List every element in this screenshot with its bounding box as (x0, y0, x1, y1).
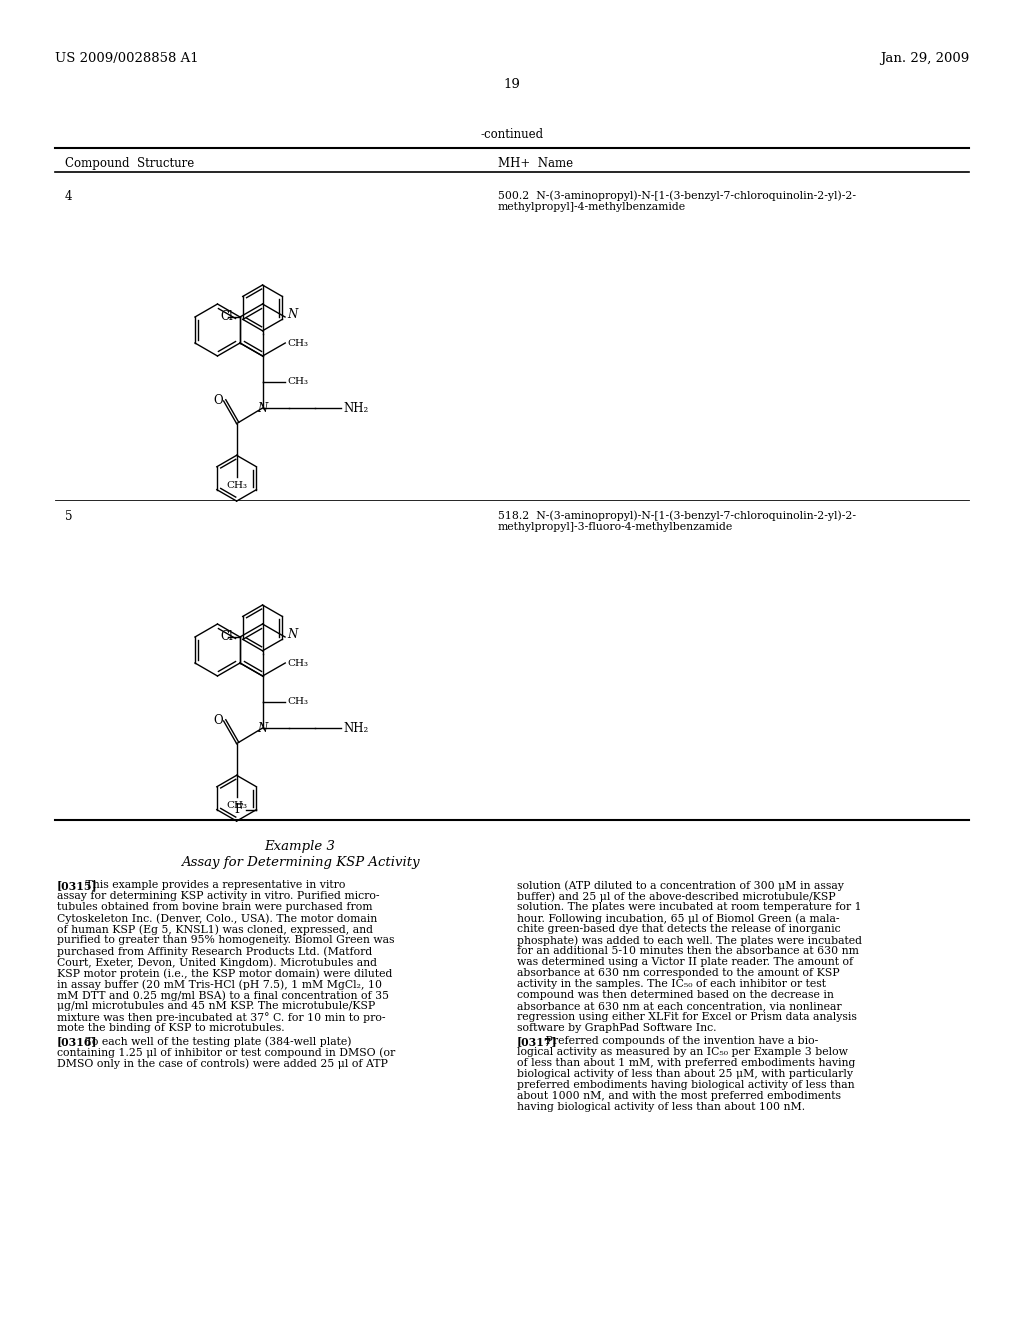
Text: solution. The plates were incubated at room temperature for 1: solution. The plates were incubated at r… (517, 902, 861, 912)
Text: To each well of the testing plate (384-well plate): To each well of the testing plate (384-w… (75, 1036, 351, 1047)
Text: hour. Following incubation, 65 μl of Biomol Green (a mala-: hour. Following incubation, 65 μl of Bio… (517, 913, 840, 924)
Text: [0315]: [0315] (57, 880, 97, 891)
Text: Preferred compounds of the invention have a bio-: Preferred compounds of the invention hav… (535, 1036, 818, 1045)
Text: Cl: Cl (220, 631, 232, 644)
Text: CH₃: CH₃ (288, 378, 308, 387)
Text: mixture was then pre-incubated at 37° C. for 10 min to pro-: mixture was then pre-incubated at 37° C.… (57, 1012, 385, 1023)
Text: phosphate) was added to each well. The plates were incubated: phosphate) was added to each well. The p… (517, 935, 862, 945)
Text: [0317]: [0317] (517, 1036, 558, 1047)
Text: for an additional 5-10 minutes then the absorbance at 630 nm: for an additional 5-10 minutes then the … (517, 946, 859, 956)
Text: -continued: -continued (480, 128, 544, 141)
Text: O: O (214, 395, 223, 408)
Text: methylpropyl]-3-fluoro-4-methylbenzamide: methylpropyl]-3-fluoro-4-methylbenzamide (498, 521, 733, 532)
Text: mM DTT and 0.25 mg/ml BSA) to a final concentration of 35: mM DTT and 0.25 mg/ml BSA) to a final co… (57, 990, 389, 1001)
Text: NH₂: NH₂ (344, 722, 369, 734)
Text: CH₃: CH₃ (288, 697, 308, 706)
Text: Example 3: Example 3 (264, 840, 336, 853)
Text: [0316]: [0316] (57, 1036, 97, 1047)
Text: purchased from Affinity Research Products Ltd. (Matford: purchased from Affinity Research Product… (57, 946, 373, 957)
Text: KSP motor protein (i.e., the KSP motor domain) were diluted: KSP motor protein (i.e., the KSP motor d… (57, 968, 392, 978)
Text: Cytoskeleton Inc. (Denver, Colo., USA). The motor domain: Cytoskeleton Inc. (Denver, Colo., USA). … (57, 913, 377, 924)
Text: tubules obtained from bovine brain were purchased from: tubules obtained from bovine brain were … (57, 902, 373, 912)
Text: CH₃: CH₃ (288, 659, 308, 668)
Text: DMSO only in the case of controls) were added 25 μl of ATP: DMSO only in the case of controls) were … (57, 1059, 388, 1069)
Text: solution (ATP diluted to a concentration of 300 μM in assay: solution (ATP diluted to a concentration… (517, 880, 844, 891)
Text: N: N (287, 309, 297, 322)
Text: in assay buffer (20 mM Tris-HCl (pH 7.5), 1 mM MgCl₂, 10: in assay buffer (20 mM Tris-HCl (pH 7.5)… (57, 979, 382, 990)
Text: having biological activity of less than about 100 nM.: having biological activity of less than … (517, 1102, 805, 1111)
Text: was determined using a Victor II plate reader. The amount of: was determined using a Victor II plate r… (517, 957, 853, 968)
Text: N: N (287, 628, 297, 642)
Text: CH₃: CH₃ (226, 482, 247, 491)
Text: assay for determining KSP activity in vitro. Purified micro-: assay for determining KSP activity in vi… (57, 891, 380, 902)
Text: 5: 5 (65, 510, 73, 523)
Text: activity in the samples. The IC₅₀ of each inhibitor or test: activity in the samples. The IC₅₀ of eac… (517, 979, 826, 989)
Text: F: F (234, 803, 243, 816)
Text: buffer) and 25 μl of the above-described microtubule/KSP: buffer) and 25 μl of the above-described… (517, 891, 836, 902)
Text: 518.2  N-(3-aminopropyl)-N-[1-(3-benzyl-7-chloroquinolin-2-yl)-2-: 518.2 N-(3-aminopropyl)-N-[1-(3-benzyl-7… (498, 510, 856, 520)
Text: about 1000 nM, and with the most preferred embodiments: about 1000 nM, and with the most preferr… (517, 1092, 841, 1101)
Text: logical activity as measured by an IC₅₀ per Example 3 below: logical activity as measured by an IC₅₀ … (517, 1047, 848, 1057)
Text: MH+  Name: MH+ Name (498, 157, 573, 170)
Text: NH₂: NH₂ (344, 401, 369, 414)
Text: N: N (257, 401, 267, 414)
Text: mote the binding of KSP to microtubules.: mote the binding of KSP to microtubules. (57, 1023, 285, 1034)
Text: Compound  Structure: Compound Structure (65, 157, 195, 170)
Text: CH₃: CH₃ (226, 801, 247, 810)
Text: Jan. 29, 2009: Jan. 29, 2009 (880, 51, 969, 65)
Text: Court, Exeter, Devon, United Kingdom). Microtubules and: Court, Exeter, Devon, United Kingdom). M… (57, 957, 377, 968)
Text: containing 1.25 μl of inhibitor or test compound in DMSO (or: containing 1.25 μl of inhibitor or test … (57, 1047, 395, 1057)
Text: 500.2  N-(3-aminopropyl)-N-[1-(3-benzyl-7-chloroquinolin-2-yl)-2-: 500.2 N-(3-aminopropyl)-N-[1-(3-benzyl-7… (498, 190, 856, 201)
Text: compound was then determined based on the decrease in: compound was then determined based on th… (517, 990, 834, 1001)
Text: of human KSP (Eg 5, KNSL1) was cloned, expressed, and: of human KSP (Eg 5, KNSL1) was cloned, e… (57, 924, 373, 935)
Text: purified to greater than 95% homogeneity. Biomol Green was: purified to greater than 95% homogeneity… (57, 935, 394, 945)
Text: of less than about 1 mM, with preferred embodiments having: of less than about 1 mM, with preferred … (517, 1059, 855, 1068)
Text: software by GraphPad Software Inc.: software by GraphPad Software Inc. (517, 1023, 717, 1034)
Text: absorbance at 630 nm corresponded to the amount of KSP: absorbance at 630 nm corresponded to the… (517, 968, 840, 978)
Text: This example provides a representative in vitro: This example provides a representative i… (75, 880, 345, 890)
Text: 4: 4 (65, 190, 73, 203)
Text: CH₃: CH₃ (288, 338, 308, 347)
Text: μg/ml microtubules and 45 nM KSP. The microtubule/KSP: μg/ml microtubules and 45 nM KSP. The mi… (57, 1001, 375, 1011)
Text: US 2009/0028858 A1: US 2009/0028858 A1 (55, 51, 199, 65)
Text: absorbance at 630 nm at each concentration, via nonlinear: absorbance at 630 nm at each concentrati… (517, 1001, 842, 1011)
Text: methylpropyl]-4-methylbenzamide: methylpropyl]-4-methylbenzamide (498, 202, 686, 213)
Text: biological activity of less than about 25 μM, with particularly: biological activity of less than about 2… (517, 1069, 853, 1078)
Text: Assay for Determining KSP Activity: Assay for Determining KSP Activity (180, 855, 419, 869)
Text: 19: 19 (504, 78, 520, 91)
Text: N: N (257, 722, 267, 734)
Text: O: O (214, 714, 223, 727)
Text: regression using either XLFit for Excel or Prism data analysis: regression using either XLFit for Excel … (517, 1012, 857, 1022)
Text: Cl: Cl (220, 310, 232, 323)
Text: chite green-based dye that detects the release of inorganic: chite green-based dye that detects the r… (517, 924, 841, 935)
Text: preferred embodiments having biological activity of less than: preferred embodiments having biological … (517, 1080, 855, 1090)
